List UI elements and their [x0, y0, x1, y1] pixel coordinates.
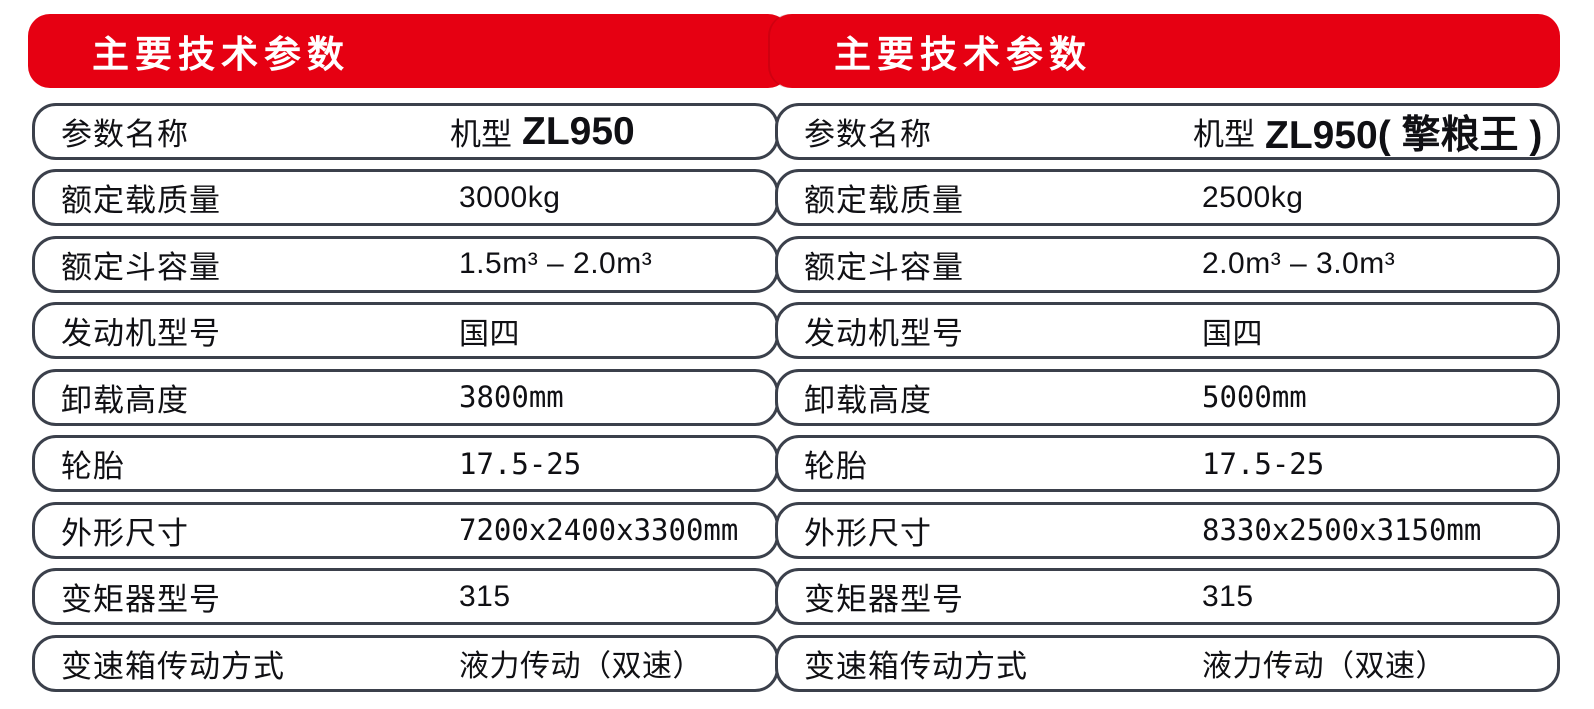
rows-container: 额定载质量 2500kg 额定斗容量 2.0m³ – 3.0m³ 发动机型号 国…: [775, 169, 1560, 692]
model-name: ZL950( 擎粮王 ): [1265, 113, 1543, 157]
row-label: 变速箱传动方式: [61, 648, 285, 684]
row-label: 发动机型号: [804, 316, 964, 351]
row-value: 液力传动（双速）: [1202, 650, 1446, 683]
right-banner-title: 主要技术参数: [834, 34, 1092, 75]
row-label: 额定载质量: [61, 183, 221, 218]
left-banner-title: 主要技术参数: [92, 34, 350, 75]
table-row: 变速箱传动方式 液力传动（双速）: [32, 634, 779, 692]
header-row: 参数名称 机型 ZL950: [32, 103, 779, 160]
table-row: 卸载高度 3800mm: [32, 368, 779, 426]
table-row: 变速箱传动方式 液力传动（双速）: [775, 634, 1560, 692]
table-row: 发动机型号 国四: [775, 302, 1560, 359]
row-value: 315: [459, 579, 511, 613]
table-row: 额定载质量 2500kg: [775, 169, 1560, 226]
model-cell: 机型 ZL950( 擎粮王 ): [1193, 104, 1542, 160]
table-row: 发动机型号 国四: [32, 302, 779, 359]
row-value: 17.5-25: [1202, 446, 1325, 481]
model-cell: 机型 ZL950: [450, 109, 635, 154]
row-value: 5000mm: [1202, 380, 1307, 414]
row-value: 8330x2500x3150mm: [1202, 513, 1482, 547]
header-label: 参数名称: [61, 117, 189, 152]
model-prefix: 机型: [450, 117, 512, 152]
table-row: 卸载高度 5000mm: [775, 368, 1560, 426]
row-label: 变矩器型号: [61, 582, 221, 617]
row-label: 外形尺寸: [804, 515, 932, 551]
row-value: 国四: [1202, 317, 1263, 351]
row-label: 发动机型号: [61, 316, 221, 351]
table-row: 变矩器型号 315: [32, 568, 779, 625]
row-value: 315: [1202, 579, 1254, 613]
model-prefix: 机型: [1193, 117, 1255, 152]
table-row: 外形尺寸 8330x2500x3150mm: [775, 501, 1560, 559]
row-value: 2.0m³ – 3.0m³: [1202, 247, 1396, 280]
row-label: 额定载质量: [804, 183, 964, 218]
row-label: 变速箱传动方式: [804, 648, 1028, 684]
table-row: 轮胎 17.5-25: [775, 435, 1560, 492]
table-row: 额定斗容量 1.5m³ – 2.0m³: [32, 235, 779, 293]
row-value: 1.5m³ – 2.0m³: [459, 247, 653, 280]
row-value: 17.5-25: [459, 446, 582, 481]
row-value: 国四: [459, 317, 520, 351]
row-label: 轮胎: [61, 449, 125, 484]
row-label: 卸载高度: [61, 382, 189, 418]
row-label: 卸载高度: [804, 382, 932, 418]
header-label: 参数名称: [804, 117, 932, 152]
table-row: 变矩器型号 315: [775, 568, 1560, 625]
row-label: 额定斗容量: [804, 249, 964, 285]
header-row: 参数名称 机型 ZL950( 擎粮王 ): [775, 103, 1560, 160]
table-row: 外形尺寸 7200x2400x3300mm: [32, 501, 779, 559]
table-row: 额定斗容量 2.0m³ – 3.0m³: [775, 235, 1560, 293]
row-label: 额定斗容量: [61, 249, 221, 285]
table-row: 轮胎 17.5-25: [32, 435, 779, 492]
right-banner: 主要技术参数: [770, 14, 1560, 88]
row-value: 3800mm: [459, 380, 564, 414]
row-value: 3000kg: [459, 180, 561, 214]
table-row: 额定载质量 3000kg: [32, 169, 779, 226]
left-banner: 主要技术参数: [28, 14, 790, 88]
row-value: 液力传动（双速）: [459, 650, 703, 683]
model-name: ZL950: [522, 109, 635, 153]
row-value: 2500kg: [1202, 180, 1304, 214]
row-label: 轮胎: [804, 449, 868, 484]
row-value: 7200x2400x3300mm: [459, 513, 739, 547]
rows-container: 额定载质量 3000kg 额定斗容量 1.5m³ – 2.0m³ 发动机型号 国…: [32, 169, 779, 692]
row-label: 变矩器型号: [804, 582, 964, 617]
row-label: 外形尺寸: [61, 515, 189, 551]
